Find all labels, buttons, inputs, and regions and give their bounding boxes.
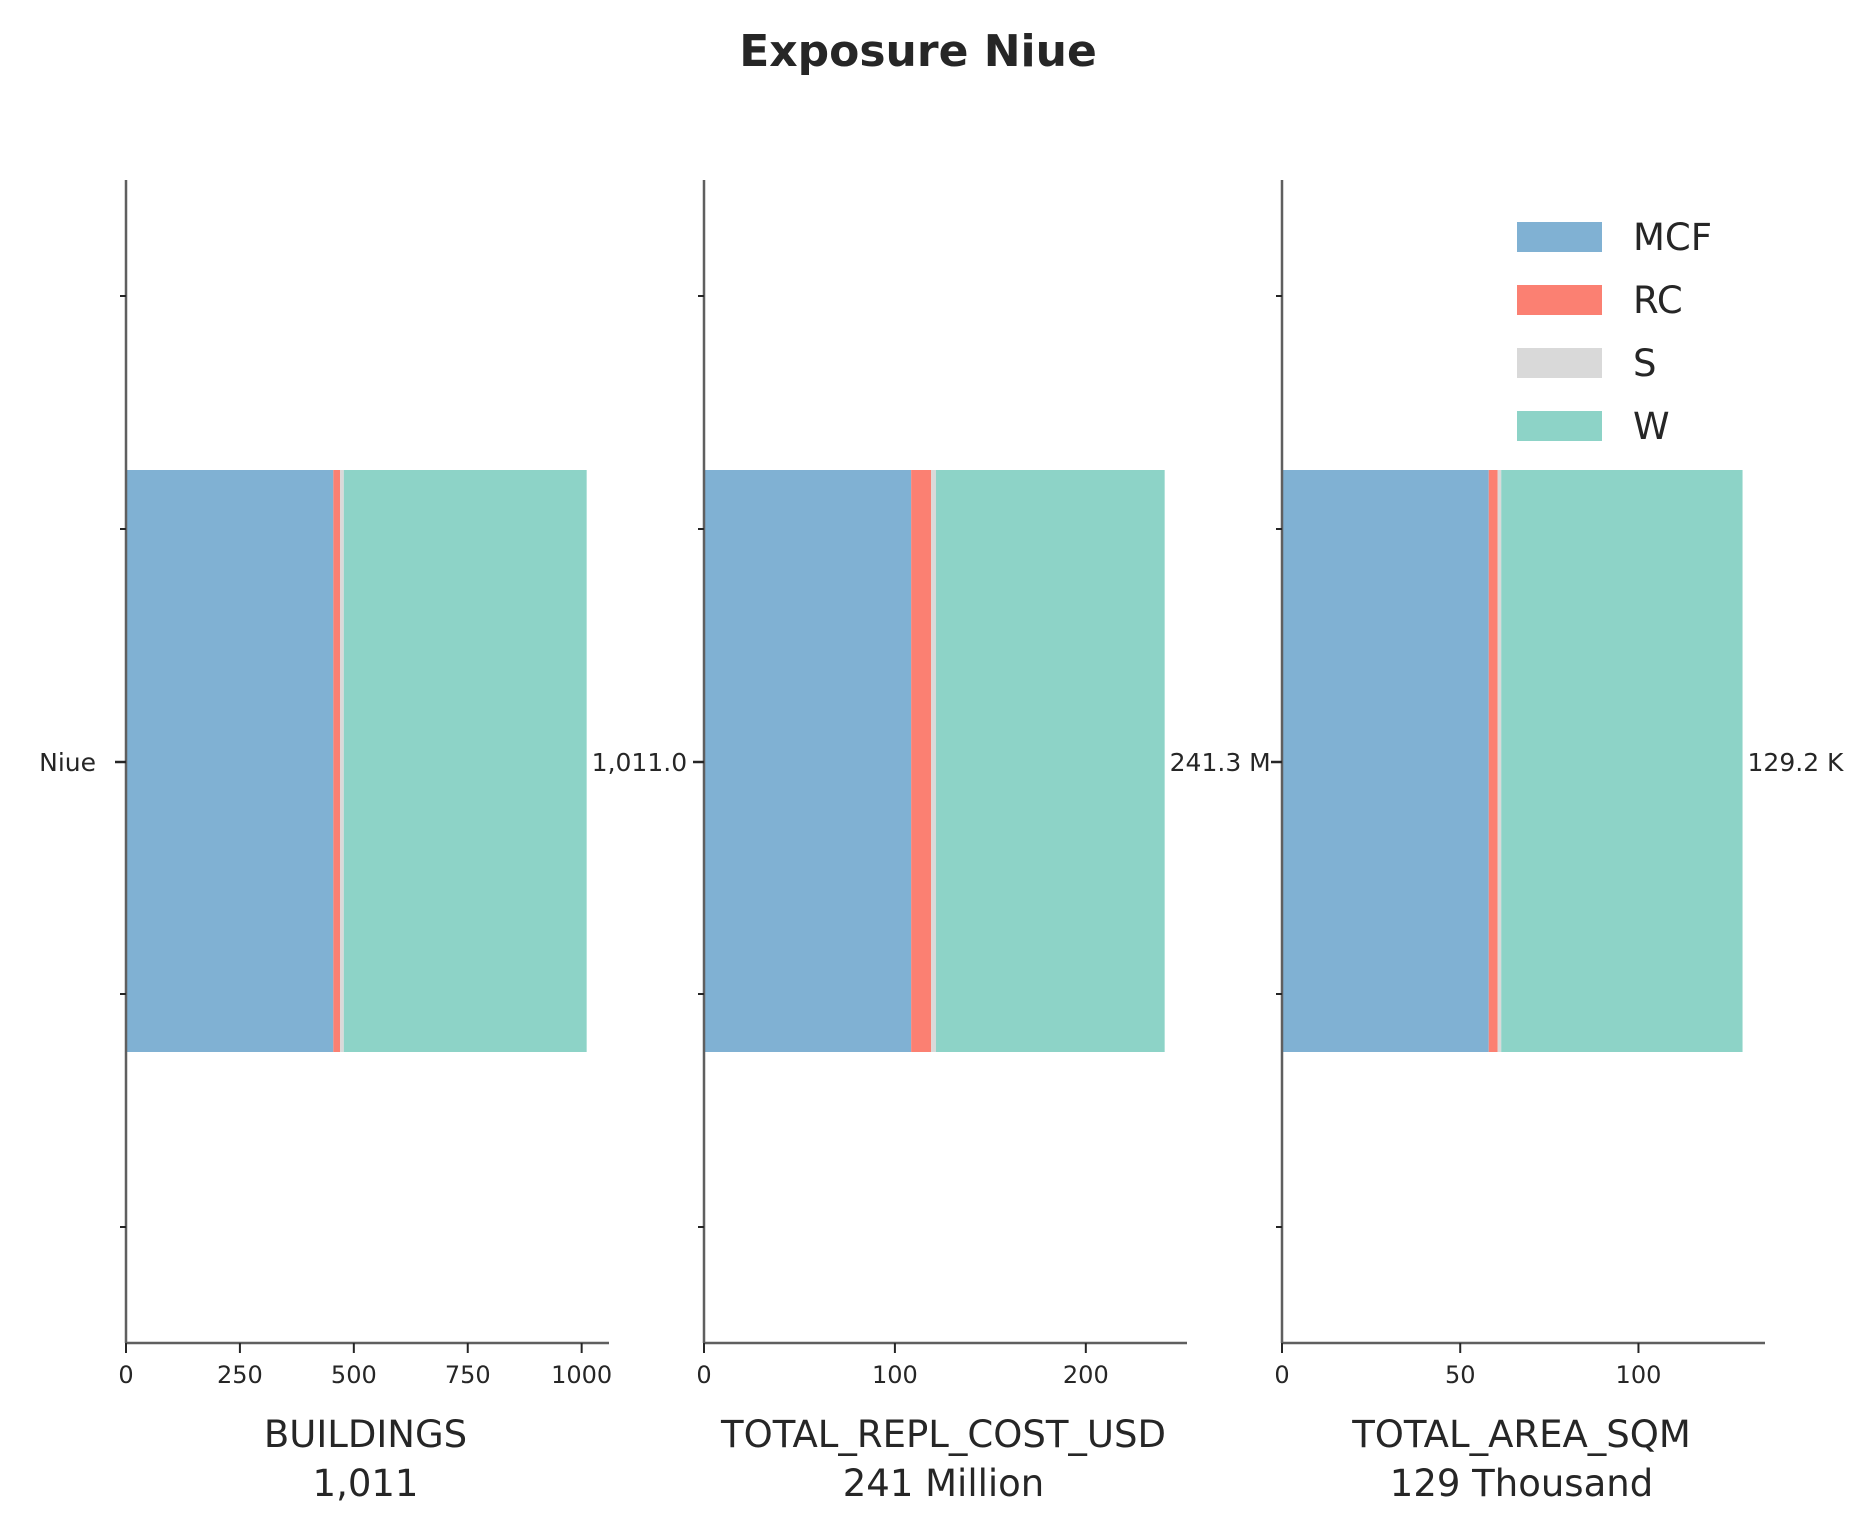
- legend-label-rc: RC: [1633, 279, 1683, 322]
- bar-segment-mcf-panel-2: [704, 470, 912, 1052]
- x-tick-label-panel-1: 750: [445, 1361, 491, 1389]
- bar-total-label-panel-3: 129.2 K: [1748, 748, 1845, 777]
- bar-segment-mcf-panel-1: [126, 470, 334, 1052]
- legend-label-s: S: [1633, 342, 1657, 385]
- bar-segment-mcf-panel-3: [1282, 470, 1489, 1052]
- x-tick-label-panel-3: 100: [1616, 1361, 1662, 1389]
- x-axis-label-panel-2: TOTAL_REPL_COST_USD: [720, 1413, 1166, 1456]
- x-tick-label-panel-2: 100: [872, 1361, 918, 1389]
- bar-segment-s-panel-2: [931, 470, 936, 1052]
- x-tick-label-panel-1: 500: [331, 1361, 377, 1389]
- x-axis-label-panel-1: BUILDINGS: [264, 1413, 467, 1456]
- legend-swatch-mcf: [1517, 222, 1602, 252]
- legend-swatch-rc: [1517, 285, 1602, 315]
- bar-total-label-panel-2: 241.3 M: [1170, 748, 1271, 777]
- category-label: Niue: [39, 748, 96, 777]
- x-tick-label-panel-2: 200: [1063, 1361, 1109, 1389]
- x-tick-label-panel-1: 0: [118, 1361, 133, 1389]
- x-axis-total-panel-1: 1,011: [313, 1462, 419, 1505]
- bar-segment-w-panel-1: [343, 470, 587, 1052]
- bar-total-label-panel-1: 1,011.0: [592, 748, 687, 777]
- bar-segment-s-panel-1: [340, 470, 344, 1052]
- legend-label-mcf: MCF: [1633, 216, 1712, 259]
- bar-segment-w-panel-3: [1501, 470, 1743, 1052]
- bar-segment-w-panel-2: [935, 470, 1165, 1052]
- bar-segment-s-panel-3: [1497, 470, 1502, 1052]
- bar-segment-rc-panel-1: [333, 470, 341, 1052]
- x-tick-label-panel-1: 1000: [551, 1361, 612, 1389]
- x-axis-total-panel-2: 241 Million: [843, 1462, 1045, 1505]
- x-tick-label-panel-3: 50: [1445, 1361, 1476, 1389]
- x-axis-label-panel-3: TOTAL_AREA_SQM: [1351, 1413, 1691, 1456]
- bar-segment-rc-panel-2: [911, 470, 932, 1052]
- x-tick-label-panel-1: 250: [217, 1361, 263, 1389]
- legend-label-w: W: [1633, 405, 1670, 448]
- bar-segment-rc-panel-3: [1488, 470, 1498, 1052]
- x-axis-total-panel-3: 129 Thousand: [1390, 1462, 1653, 1505]
- x-tick-label-panel-3: 0: [1274, 1361, 1289, 1389]
- x-tick-label-panel-2: 0: [696, 1361, 711, 1389]
- legend-swatch-s: [1517, 348, 1602, 378]
- chart-title: Exposure Niue: [739, 26, 1097, 77]
- legend-swatch-w: [1517, 411, 1602, 441]
